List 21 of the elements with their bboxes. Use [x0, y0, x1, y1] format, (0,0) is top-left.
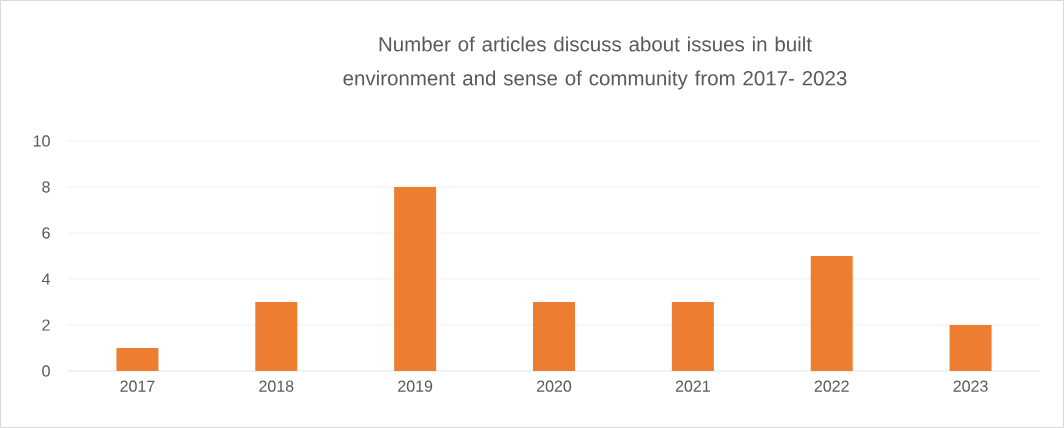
- x-tick-label: 2023: [953, 380, 988, 392]
- y-tick-label: 8: [42, 181, 50, 193]
- y-tick-label: 10: [33, 135, 50, 147]
- y-tick-label: 0: [42, 365, 50, 377]
- x-tick-label: 2022: [814, 380, 849, 392]
- chart-title: Number of articles discuss about issues in built environment and sense of community from 2017- 2023: [343, 36, 847, 90]
- bar: [533, 302, 575, 371]
- y-tick-label: 2: [42, 319, 50, 331]
- bar: [810, 256, 853, 371]
- bar: [671, 302, 714, 371]
- y-tick-label: 4: [41, 273, 51, 285]
- y-tick-label: 6: [42, 227, 50, 239]
- x-tick-label: 2020: [537, 380, 572, 392]
- x-tick-label: 2018: [259, 380, 294, 392]
- x-tick-label: 2019: [398, 380, 433, 392]
- bar: [949, 325, 992, 371]
- x-tick-label: 2021: [675, 380, 710, 392]
- x-tick-label: 2017: [120, 380, 155, 392]
- bar: [116, 348, 159, 371]
- bar: [255, 302, 298, 371]
- bar: [394, 187, 437, 371]
